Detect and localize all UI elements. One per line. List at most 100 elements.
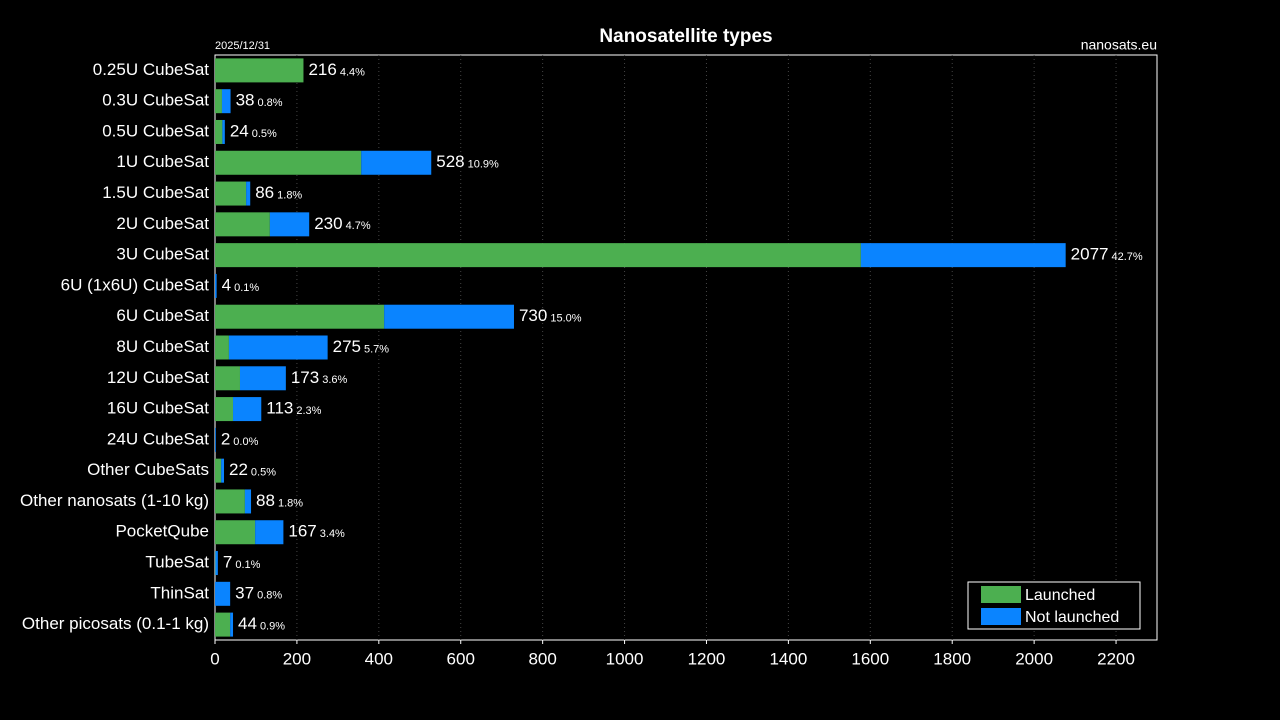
y-tick-label: 3U CubeSat	[116, 245, 209, 264]
bar-segment	[255, 520, 284, 545]
share-label: 0.5%	[252, 128, 277, 140]
x-tick-label: 1000	[606, 649, 644, 668]
bar-segment	[222, 119, 225, 144]
bar-segment	[215, 612, 231, 637]
bar-segment	[860, 243, 1066, 268]
date: 2025/12/31	[215, 40, 270, 52]
x-tick-label: 2200	[1097, 649, 1135, 668]
bar-segment	[215, 397, 234, 422]
y-tick-label: 0.25U CubeSat	[93, 60, 210, 79]
bar-segment	[215, 581, 231, 606]
total-label: 88	[256, 491, 275, 510]
share-label: 0.8%	[257, 590, 282, 602]
y-tick-label: 6U (1x6U) CubeSat	[61, 275, 210, 294]
bar-segment	[215, 273, 217, 298]
bar-segment	[246, 181, 251, 206]
total-label: 86	[255, 183, 274, 202]
y-tick-label: 24U CubeSat	[107, 429, 209, 448]
legend-swatch	[981, 608, 1021, 625]
bar-segment	[230, 612, 234, 637]
y-tick-label: ThinSat	[150, 583, 209, 602]
bar-segment	[215, 427, 216, 452]
y-tick-label: 2U CubeSat	[116, 214, 209, 233]
share-label: 42.7%	[1111, 251, 1142, 263]
bar-segment	[239, 366, 286, 391]
bar-segment	[215, 458, 222, 483]
total-label: 2077	[1071, 245, 1109, 264]
share-label: 5.7%	[364, 343, 389, 355]
total-label: 7	[223, 553, 232, 572]
y-tick-label: 0.3U CubeSat	[102, 91, 209, 110]
x-tick-label: 1600	[851, 649, 889, 668]
share-label: 0.1%	[235, 559, 260, 571]
share-label: 3.6%	[322, 374, 347, 386]
share-label: 0.9%	[260, 621, 285, 633]
y-tick-label: TubeSat	[145, 553, 209, 572]
bar-segment	[215, 89, 222, 114]
total-label: 173	[291, 368, 319, 387]
bar-segment	[215, 304, 385, 329]
total-label: 24	[230, 121, 249, 140]
share-label: 4.7%	[346, 220, 371, 232]
bar-segment	[215, 212, 270, 237]
bar-segment	[215, 551, 218, 576]
y-tick-label: PocketQube	[115, 522, 209, 541]
y-tick-label: 6U CubeSat	[116, 306, 209, 325]
legend-swatch	[981, 586, 1021, 603]
share-label: 1.8%	[278, 497, 303, 509]
bar-segment	[233, 397, 262, 422]
x-tick-label: 1400	[769, 649, 807, 668]
bar-segment	[228, 335, 328, 360]
total-label: 730	[519, 306, 547, 325]
total-label: 113	[266, 399, 293, 418]
share-label: 1.8%	[277, 189, 302, 201]
total-label: 38	[236, 91, 255, 110]
share-label: 0.0%	[233, 436, 258, 448]
x-tick-label: 1800	[933, 649, 971, 668]
share-label: 10.9%	[468, 159, 499, 171]
y-tick-label: Other nanosats (1-10 kg)	[20, 491, 209, 510]
share-label: 3.4%	[320, 528, 345, 540]
chart-title: Nanosatellite types	[599, 26, 772, 47]
bar-segment	[215, 489, 245, 514]
bar-segment	[215, 58, 304, 83]
x-tick-label: 800	[528, 649, 556, 668]
x-tick-label: 600	[447, 649, 475, 668]
share-label: 2.3%	[296, 405, 321, 417]
bar-segment	[244, 489, 252, 514]
total-label: 37	[235, 583, 254, 602]
share-label: 4.4%	[340, 66, 365, 78]
share-label: 15.0%	[550, 313, 581, 325]
legend-label: Not launched	[1025, 609, 1119, 626]
bar-segment	[215, 520, 256, 545]
bar-segment	[215, 335, 229, 360]
share-label: 0.5%	[251, 467, 276, 479]
total-label: 2	[221, 429, 230, 448]
y-tick-label: 1U CubeSat	[116, 152, 209, 171]
y-tick-label: 1.5U CubeSat	[102, 183, 209, 202]
bar-segment	[221, 458, 225, 483]
x-tick-label: 2000	[1015, 649, 1053, 668]
bar-segment	[384, 304, 514, 329]
y-tick-label: 8U CubeSat	[116, 337, 209, 356]
y-tick-label: 12U CubeSat	[107, 368, 209, 387]
total-label: 216	[308, 60, 336, 79]
y-tick-label: Other CubeSats	[87, 460, 209, 479]
share-label: 0.8%	[257, 97, 282, 109]
total-label: 230	[314, 214, 342, 233]
bar-segment	[269, 212, 310, 237]
source: nanosats.eu	[1081, 37, 1157, 53]
y-tick-label: 16U CubeSat	[107, 399, 209, 418]
x-tick-label: 1200	[688, 649, 726, 668]
bar-segment	[215, 150, 362, 175]
total-label: 22	[229, 460, 248, 479]
total-label: 44	[238, 614, 257, 633]
share-label: 0.1%	[234, 282, 259, 294]
bar-segment	[215, 243, 861, 268]
x-tick-label: 400	[365, 649, 393, 668]
total-label: 275	[333, 337, 361, 356]
total-label: 4	[222, 275, 231, 294]
x-tick-label: 200	[283, 649, 311, 668]
bar-segment	[215, 181, 247, 206]
